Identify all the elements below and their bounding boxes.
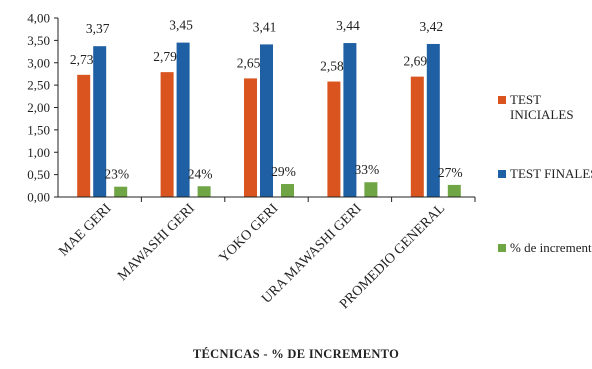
bar-inicial <box>410 76 424 197</box>
legend-label: TEST FINALES <box>510 166 592 181</box>
data-label: 3,42 <box>419 19 443 34</box>
bar-incremento <box>114 186 128 197</box>
x-axis-title: TÉCNICAS - % DE INCREMENTO <box>192 347 400 361</box>
bar-inicial <box>327 81 341 197</box>
x-category-label: YOKO GERI <box>217 201 282 266</box>
data-label: 2,65 <box>237 55 261 70</box>
bars <box>77 42 461 198</box>
data-label: 27% <box>438 165 463 180</box>
bar-final <box>343 43 357 198</box>
legend-swatch <box>498 244 506 252</box>
data-label: 2,73 <box>70 52 94 67</box>
data-label: 3,44 <box>336 18 360 33</box>
legend-swatch <box>498 96 506 104</box>
bar-final <box>176 42 190 197</box>
bar-incremento <box>364 182 378 197</box>
data-label: 33% <box>355 162 380 177</box>
y-tick-label: 2,50 <box>27 78 50 93</box>
bar-incremento <box>281 184 294 197</box>
data-label: 2,79 <box>153 49 177 64</box>
legend-label: % de incremento <box>510 240 592 255</box>
x-category-label: MAWASHI GERI <box>115 201 198 284</box>
legend-swatch <box>498 170 506 178</box>
data-label: 3,45 <box>169 18 193 33</box>
data-label: 2,69 <box>403 54 427 69</box>
y-tick-label: 1,50 <box>27 122 50 137</box>
bar-inicial <box>244 78 257 197</box>
data-label: 29% <box>271 164 296 179</box>
data-label: 24% <box>188 166 213 181</box>
bar-final <box>260 44 273 198</box>
bar-inicial <box>160 72 174 197</box>
y-tick-label: 4,00 <box>27 11 50 26</box>
y-tick-label: 1,00 <box>27 145 50 160</box>
data-label: 3,41 <box>253 19 277 34</box>
y-tick-label: 0,50 <box>27 167 50 182</box>
bar-final <box>93 46 107 197</box>
data-labels: 2,73 3,37 23% 2,79 3,45 24% 2,65 3,41 29% 2,58 3,4… <box>70 18 463 182</box>
data-label: 23% <box>104 167 129 182</box>
x-category-label: MAE GERI <box>56 201 114 259</box>
legend-label: TEST INICIALES <box>510 92 574 122</box>
y-tick-label: 3,00 <box>27 55 50 70</box>
y-tick-label: 0,00 <box>27 190 50 205</box>
y-axis: 0,00 0,50 1,00 1,50 2,00 2,50 3,00 3,50 4,00 <box>27 11 59 205</box>
bar-incremento <box>197 186 211 197</box>
bar-final <box>426 43 440 197</box>
bar-incremento <box>447 184 461 197</box>
data-label: 2,58 <box>320 59 344 74</box>
y-tick-label: 3,50 <box>27 33 50 48</box>
bar-inicial <box>77 74 91 197</box>
data-label: 3,37 <box>86 21 110 36</box>
y-tick-label: 2,00 <box>27 100 50 115</box>
